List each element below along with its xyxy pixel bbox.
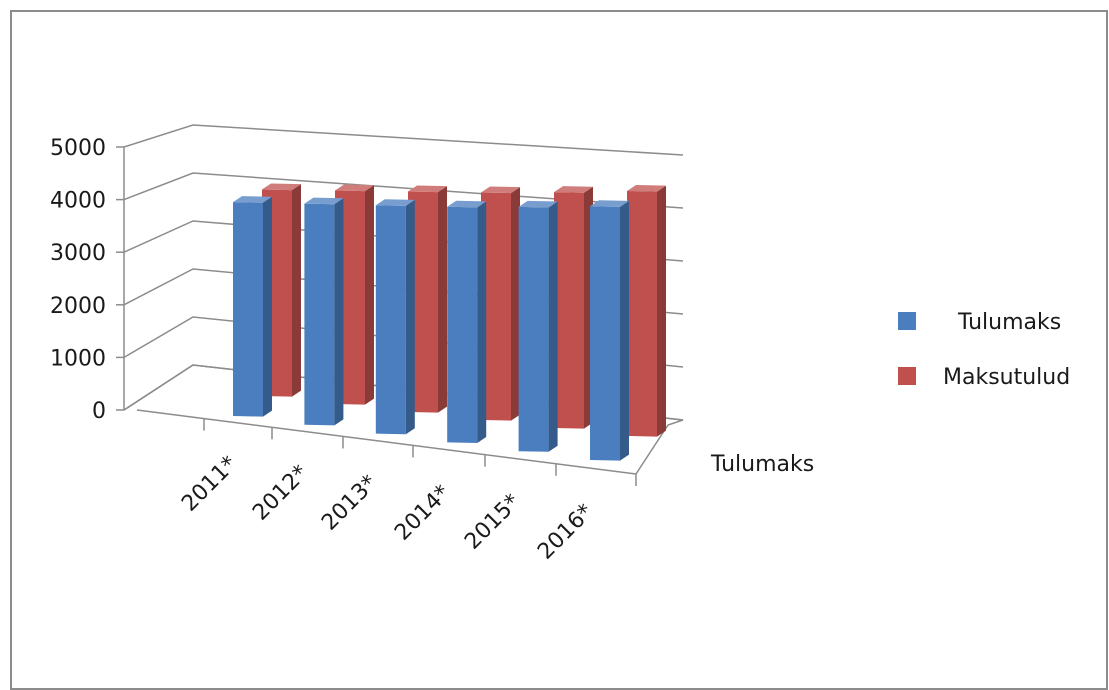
bar-tulumaks-top: [590, 200, 629, 207]
y-tick-label: 1000: [50, 346, 106, 371]
series-front-bars: [233, 196, 629, 461]
bar-tulumaks: [304, 197, 344, 426]
bar-tulumaks-side: [620, 200, 629, 461]
bar-tulumaks-top: [375, 199, 415, 206]
bar-maksutulud-top: [408, 185, 447, 193]
x-tick-label: 2016*: [533, 500, 598, 565]
bar-tulumaks-front: [304, 203, 335, 426]
bar-maksutulud-side: [511, 187, 520, 421]
bar-tulumaks-top: [518, 200, 558, 208]
legend: Tulumaks Maksutulud: [898, 310, 1070, 390]
bar-tulumaks-side: [405, 199, 415, 435]
bar-maksutulud-top: [627, 185, 666, 192]
bar-maksutulud-side: [657, 185, 666, 437]
x-tick-label: 2012*: [248, 461, 313, 526]
bar-maksutulud-side: [438, 186, 447, 413]
legend-swatch-maksutulud: [898, 367, 916, 385]
x-axis-line: [136, 409, 637, 475]
x-tick-label: 2011*: [177, 452, 242, 517]
bar-maksutulud: [481, 186, 520, 421]
bar-tulumaks-top: [233, 196, 272, 203]
bar-tulumaks: [233, 196, 272, 417]
depth-axis-label: Tulumaks: [710, 452, 814, 477]
y-tick-label: 0: [92, 399, 106, 424]
bar-tulumaks-side: [477, 201, 487, 443]
legend-label-tulumaks: Tulumaks: [957, 310, 1061, 335]
bar-maksutulud-front: [627, 191, 657, 437]
gridline: [123, 124, 684, 156]
series-back-bars: [262, 183, 666, 437]
bar-maksutulud-top: [335, 184, 374, 192]
bar-maksutulud-front: [481, 192, 511, 421]
bar-maksutulud: [554, 186, 593, 429]
bar-maksutulud-side: [365, 185, 374, 405]
y-tick-label: 3000: [50, 241, 106, 266]
y-tick-label: 4000: [50, 189, 106, 214]
bar-tulumaks: [375, 199, 415, 435]
bar-maksutulud-top: [554, 186, 593, 193]
x-tick-label: 2013*: [317, 471, 382, 536]
bar-maksutulud-front: [554, 192, 584, 429]
bar-tulumaks-top: [447, 200, 487, 208]
bar-maksutulud: [627, 185, 666, 437]
bar-tulumaks: [590, 200, 629, 461]
bar-tulumaks-side: [548, 201, 558, 452]
bar-tulumaks-front: [518, 206, 549, 452]
bar-maksutulud-side: [292, 184, 301, 397]
y-tick-label: 2000: [50, 294, 106, 319]
legend-swatch-tulumaks: [898, 312, 916, 330]
y-tick-label: 5000: [50, 136, 106, 161]
bar-tulumaks-top: [304, 197, 344, 205]
bar-tulumaks-front: [233, 202, 263, 417]
x-tick-label: 2014*: [390, 481, 455, 546]
x-axis-ticks: 2011* 2012* 2013* 2014* 2015* 2016*: [177, 418, 637, 565]
legend-label-maksutulud: Maksutulud: [943, 365, 1070, 390]
y-axis-ticks: 0 1000 2000 3000 4000 5000: [50, 136, 124, 424]
bar-tulumaks: [447, 200, 487, 443]
bar-tulumaks-side: [263, 196, 272, 417]
bar-tulumaks: [518, 200, 558, 452]
bar-tulumaks-front: [447, 206, 478, 443]
x-tick-label: 2015*: [460, 490, 525, 555]
bar-maksutulud: [408, 185, 447, 413]
bar-tulumaks-side: [334, 198, 344, 426]
bar-maksutulud-front: [408, 191, 438, 413]
bar-tulumaks-front: [375, 205, 406, 435]
bar-maksutulud-top: [262, 183, 301, 191]
bar-maksutulud-top: [481, 186, 520, 194]
bar-tulumaks-front: [590, 206, 620, 461]
